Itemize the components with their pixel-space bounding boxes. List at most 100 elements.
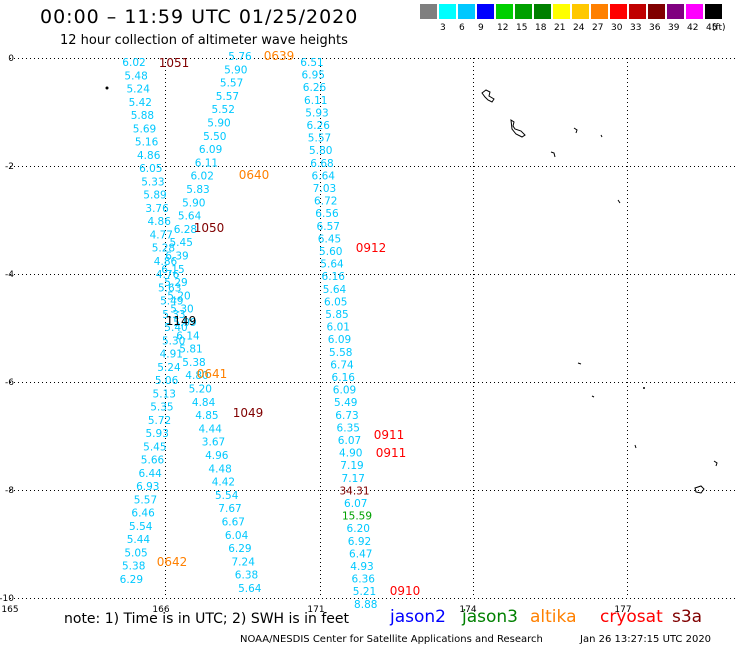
swh-value-p2: 6.67: [222, 517, 245, 529]
swh-value-p1: 5.54: [129, 521, 153, 533]
swh-value-p2: 7.24: [232, 556, 256, 568]
swh-value-p2: 6.28: [174, 224, 197, 236]
swh-value-p3: 6.95: [302, 70, 325, 82]
map-subtitle: 12 hour collection of altimeter wave hei…: [60, 33, 348, 48]
credit-line: NOAA/NESDIS Center for Satellite Applica…: [240, 634, 543, 645]
swh-value-p2: 5.20: [189, 384, 212, 396]
legend-value: 3: [440, 23, 446, 33]
swh-value-p3: 6.36: [352, 574, 376, 586]
islands: [105, 86, 718, 494]
legend-value: 21: [554, 23, 566, 33]
swh-value-p2: 4.80: [185, 370, 208, 382]
swh-value-p3: 5.49: [334, 397, 357, 409]
swh-value-p2: 5.76: [228, 51, 252, 63]
generated-timestamp: Jan 26 13:27:15 UTC 2020: [580, 634, 712, 645]
swh-value-p1: 6.46: [131, 508, 155, 520]
swh-value-p2: 5.64: [178, 211, 202, 223]
pass-time-label: 1051: [159, 56, 190, 70]
island-dot: [105, 86, 109, 90]
swh-value-p3: 6.56: [315, 208, 339, 220]
legend-unit: (ft): [712, 23, 726, 33]
lat-tick-label: -4: [5, 270, 14, 280]
pass-time-label: 1149: [166, 314, 197, 328]
swh-value-p3: 6.07: [344, 498, 367, 510]
pass-time-label: 0910: [390, 584, 421, 598]
legend-swatch: [515, 4, 532, 19]
swh-value-p2: 6.14: [176, 330, 200, 342]
legend-swatch: [534, 4, 551, 19]
swh-value-p2: 5.83: [186, 184, 209, 196]
swh-value-p2: 5.50: [203, 131, 226, 143]
swh-value-p3: 6.92: [348, 536, 371, 548]
swh-value-p2: 5.57: [216, 91, 239, 103]
swh-value-p2: 5.64: [238, 583, 262, 595]
swh-value-p3: 6.07: [338, 435, 361, 447]
swh-value-p1: 5.63: [158, 282, 181, 294]
swh-value-p1: 4.86: [137, 150, 161, 162]
pass-time-label: 1049: [233, 406, 264, 420]
satellite-legend-altika: altika: [530, 607, 577, 627]
pass-time-label: 0911: [374, 428, 405, 442]
swh-value-p2: 5.99: [173, 317, 196, 329]
swh-value-p1: 5.33: [141, 176, 164, 188]
pass-time-label: 0911: [376, 446, 407, 460]
legend-value: 15: [516, 23, 528, 33]
legend-swatch: [458, 4, 475, 19]
island-outline: [573, 127, 578, 134]
island-outline: [713, 460, 718, 467]
swh-value-p3: 5.21: [353, 586, 376, 598]
legend-swatch: [591, 4, 608, 19]
swh-value-p3: 5.57: [308, 133, 331, 145]
satellite-legend-s3a: s3a: [672, 607, 703, 627]
swh-value-p3: 6.73: [335, 410, 358, 422]
swh-value-p3: 5.80: [309, 145, 332, 157]
map-title: 00:00 – 11:59 UTC 01/25/2020: [40, 6, 359, 28]
swh-value-p1: 5.05: [124, 547, 147, 559]
swh-value-p1: 5.89: [143, 190, 166, 202]
swh-value-p3: 5.93: [305, 107, 328, 119]
legend-swatch: [553, 4, 570, 19]
island-outline: [577, 362, 582, 365]
swh-value-p1: 5.66: [141, 455, 165, 467]
swh-value-p3: 6.09: [333, 385, 356, 397]
swh-value-p1: 4.77: [150, 229, 173, 241]
swh-value-p1: 5.16: [135, 137, 159, 149]
swh-value-p1: 5.48: [124, 70, 147, 82]
pass-time-label: 1050: [194, 221, 225, 235]
swh-value-p3: 6.47: [349, 548, 372, 560]
legend-value: 30: [611, 23, 623, 33]
swh-value-p3: 6.26: [307, 120, 331, 132]
swh-value-p1: 5.13: [153, 388, 176, 400]
island-outline: [481, 89, 495, 103]
legend-value: 39: [668, 23, 680, 33]
legend-swatch: [420, 4, 437, 19]
swh-value-p3: 34.31: [339, 485, 369, 497]
swh-value-p2: 6.02: [191, 171, 214, 183]
swh-value-p3: 6.35: [337, 422, 360, 434]
swh-value-p3: 5.85: [325, 309, 348, 321]
swh-value-p1: 6.29: [120, 574, 143, 586]
swh-value-p1: 4.86: [154, 256, 178, 268]
swh-value-p1: 5.88: [131, 110, 154, 122]
swh-value-p2: 5.52: [212, 104, 235, 116]
swh-value-p2: 5.30: [170, 304, 193, 316]
swh-value-p3: 6.45: [318, 233, 341, 245]
swh-value-p2: 5.90: [182, 197, 205, 209]
swh-value-p2: 5.20: [167, 290, 190, 302]
lon-tick-label: 165: [1, 605, 18, 615]
lon-tick-label: 171: [307, 605, 324, 615]
swh-value-p2: 4.96: [205, 450, 229, 462]
swh-value-p2: 6.39: [165, 251, 188, 263]
swh-value-p2: 4.48: [208, 463, 231, 475]
pass-time-label: 0642: [157, 555, 188, 569]
pass-time-label: 0640: [239, 168, 270, 182]
island-outline: [617, 199, 621, 204]
island-dot: [643, 387, 645, 389]
swh-value-p3: 7.03: [313, 183, 336, 195]
lat-tick-label: -6: [5, 378, 14, 388]
legend-value: 6: [459, 23, 465, 33]
swh-value-p2: 6.38: [235, 570, 258, 582]
legend-value: 18: [535, 23, 547, 33]
legend-swatch: [629, 4, 646, 19]
legend-swatch: [648, 4, 665, 19]
